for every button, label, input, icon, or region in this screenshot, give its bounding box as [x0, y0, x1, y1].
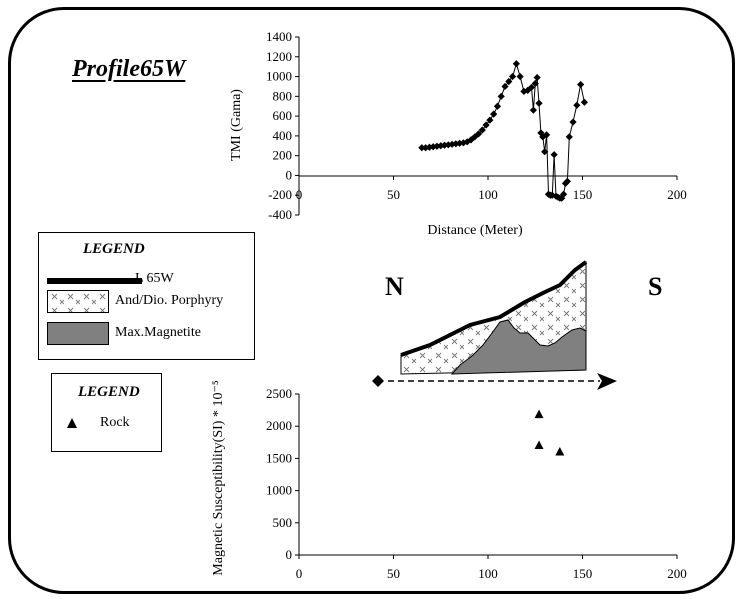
tmi-data-point [508, 72, 517, 81]
magnetite-body [450, 319, 587, 375]
legend-label-porphyry: And/Dio. Porphyry [115, 293, 224, 308]
tmi-data-point [577, 80, 585, 89]
direction-south: S [648, 272, 663, 301]
c1-y-tick-label: -400 [268, 207, 292, 222]
tmi-data-point [516, 72, 524, 81]
tmi-data-point [448, 140, 456, 148]
rock-sample-point [534, 409, 544, 419]
c1-x-tick-label: 200 [667, 187, 687, 202]
c1-y-tick-label: 1200 [266, 49, 292, 64]
ms-y-axis-label-text: Magnetic Susceptibility(SI) * 10⁻⁵ [211, 380, 226, 576]
tmi-data-point [550, 151, 558, 159]
c1-x-tick-label: 50 [387, 187, 400, 202]
tmi-data-point [533, 73, 541, 82]
tmi-data-point [493, 102, 502, 110]
c2-y-tick-label: 1000 [266, 483, 292, 498]
tmi-data-point [561, 179, 570, 187]
c1-x-tick-label: 100 [478, 187, 498, 202]
tmi-series-line [421, 61, 585, 199]
c2-x-tick-label: 0 [296, 566, 303, 581]
arrow-head [597, 373, 617, 390]
samples-legend: LEGEND Rock [51, 373, 162, 452]
tmi-data-point [531, 79, 539, 88]
tmi-data-point [560, 190, 568, 198]
tmi-data-point [537, 129, 545, 137]
tmi-data-point [490, 110, 498, 118]
direction-north: N [385, 272, 404, 301]
tmi-data-point [463, 138, 471, 146]
legend-swatch-magnetite [47, 322, 109, 345]
c2-y-tick-label: 0 [286, 547, 293, 562]
tmi-data-point [433, 142, 441, 150]
c1-y-tick-label: -200 [268, 187, 292, 202]
tmi-data-point [467, 136, 475, 144]
tmi-data-point [474, 130, 483, 138]
rock-sample-point [555, 446, 565, 456]
tmi-data-point [478, 126, 486, 134]
c1-y-tick-label: 200 [273, 148, 293, 163]
tmi-data-point [456, 139, 464, 147]
legend-swatch-line [47, 278, 142, 284]
tmi-data-point [418, 144, 426, 152]
tmi-data-point [569, 118, 577, 126]
units-legend: LEGEND L 65W And/Dio. Porphyry Max.Magne… [38, 232, 255, 360]
tmi-data-point [505, 77, 513, 86]
c1-y-tick-label: 0 [286, 167, 293, 182]
profile-line-l65w [400, 260, 588, 357]
c2-x-tick-label: 200 [667, 566, 687, 581]
legend-label-rock: Rock [100, 415, 130, 430]
tmi-y-axis-label: TMI (Gama) [229, 89, 244, 161]
tmi-data-point [425, 143, 434, 151]
legend-marker-triangle [67, 418, 77, 428]
c1-y-tick-label: 800 [273, 88, 293, 103]
rock-sample-point [534, 440, 544, 450]
cross-section [372, 260, 617, 390]
tmi-data-point [501, 82, 509, 91]
tmi-data-point [497, 92, 505, 100]
tmi-data-point [563, 177, 571, 185]
c1-y-tick-label: 400 [273, 128, 293, 143]
c1-x-tick-label: 0 [296, 187, 303, 202]
samples-legend-title: LEGEND [78, 384, 140, 400]
c2-y-tick-label: 2500 [266, 386, 292, 401]
c2-x-tick-label: 100 [478, 566, 498, 581]
c1-y-tick-label: 1400 [266, 29, 292, 44]
legend-label-line: L 65W [135, 271, 174, 286]
tmi-data-point [486, 116, 494, 124]
tmi-data-point [541, 148, 549, 156]
ms-y-axis-label: Magnetic Susceptibility(SI) * 10⁻⁵ [211, 380, 226, 576]
tmi-data-point [482, 121, 490, 129]
tmi-data-point [471, 133, 479, 141]
legend-label-magnetite: Max.Magnetite [115, 325, 201, 340]
tmi-data-point [565, 133, 573, 141]
c1-y-tick-label: 1000 [266, 69, 292, 84]
tmi-chart: -400 -200 0 200 400 600 800 1000 1200 1400 0 50 100… [229, 29, 687, 238]
legend-swatch-porphyry [47, 290, 109, 313]
c2-y-tick-label: 500 [273, 515, 293, 530]
tmi-data-point [535, 99, 543, 107]
profile-title: Profile65W [72, 56, 186, 82]
rounded-frame [8, 7, 735, 594]
c2-y-tick-label: 1500 [266, 450, 292, 465]
c2-x-tick-label: 50 [387, 566, 400, 581]
susceptibility-chart: 0 500 1000 1500 2000 2500 0 50 100 150 200 Magnet… [211, 380, 687, 581]
tmi-data-point [512, 60, 520, 68]
tmi-data-point [520, 87, 528, 95]
units-legend-title: LEGEND [83, 241, 145, 257]
c1-x-tick-label: 150 [573, 187, 593, 202]
tmi-data-point [580, 98, 588, 106]
tmi-data-point [573, 101, 581, 109]
tmi-data-point [527, 83, 536, 92]
c2-x-tick-label: 150 [573, 566, 593, 581]
tmi-x-axis-label: Distance (Meter) [427, 223, 523, 238]
tmi-data-point [440, 141, 449, 149]
c2-y-tick-label: 2000 [266, 418, 292, 433]
tmi-data-point [529, 106, 537, 114]
tmi-data-point [542, 131, 551, 139]
profile-start-diamond [372, 375, 384, 387]
c1-y-tick-label: 600 [273, 108, 293, 123]
